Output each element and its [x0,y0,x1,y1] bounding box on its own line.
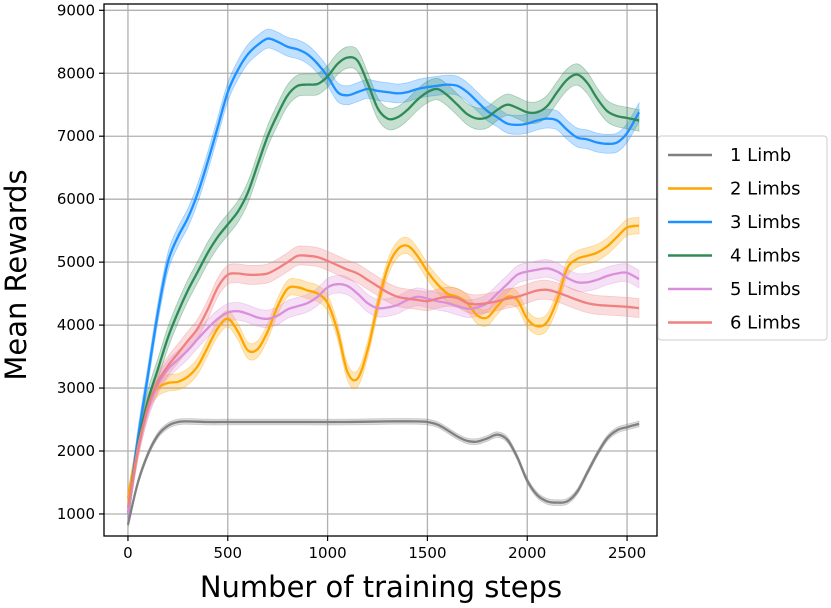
legend-label-1-limb: 1 Limb [730,145,791,166]
legend-label-3-limbs: 3 Limbs [730,212,801,233]
legend-label-4-limbs: 4 Limbs [730,246,801,267]
line-3-limbs [126,37,640,515]
line-4-limbs [126,56,640,515]
line-5-limbs [126,267,640,515]
line-1-limb [126,420,640,525]
y-axis-label: Mean Rewards [0,169,33,380]
plot-frame [103,3,658,537]
y-tick-label-3000: 3000 [57,379,95,397]
band-2-limbs [127,216,640,507]
y-tick-label-6000: 6000 [57,190,95,208]
legend-label-2-limbs: 2 Limbs [730,179,801,200]
x-tick-label-0: 0 [123,544,133,562]
y-tick-label-7000: 7000 [57,127,95,145]
x-tick-label-2500: 2500 [608,544,646,562]
x-axis-label: Number of training steps [200,570,562,604]
y-tick-label-5000: 5000 [57,253,95,271]
band-4-limbs [127,46,640,525]
band-6-limbs [127,245,640,518]
series-lines [126,37,640,525]
band-5-limbs [127,259,640,523]
y-tick-label-1000: 1000 [57,505,95,523]
legend-label-6-limbs: 6 Limbs [730,313,801,334]
band-3-limbs [127,28,640,524]
y-tick-label-9000: 9000 [57,1,95,19]
x-tick-label-500: 500 [213,544,242,562]
y-tick-label-2000: 2000 [57,442,95,460]
x-tick-label-1000: 1000 [309,544,347,562]
line-6-limbs [126,254,640,508]
y-tick-label-8000: 8000 [57,64,95,82]
line-2-limbs [126,224,640,499]
legend-label-5-limbs: 5 Limbs [730,279,801,300]
band-1-limb [127,418,640,528]
legend-box [657,135,828,341]
x-tick-label-2000: 2000 [508,544,546,562]
x-tick-label-1500: 1500 [408,544,446,562]
y-tick-label-4000: 4000 [57,316,95,334]
axis-ticks: 0 500 1000 1500 2000 2500 1000 2000 3000 4000 5000… [57,1,646,562]
legend: 1 Limb 2 Limbs 3 Limbs 4 Limbs 5 Limbs 6 Limb… [657,135,828,341]
